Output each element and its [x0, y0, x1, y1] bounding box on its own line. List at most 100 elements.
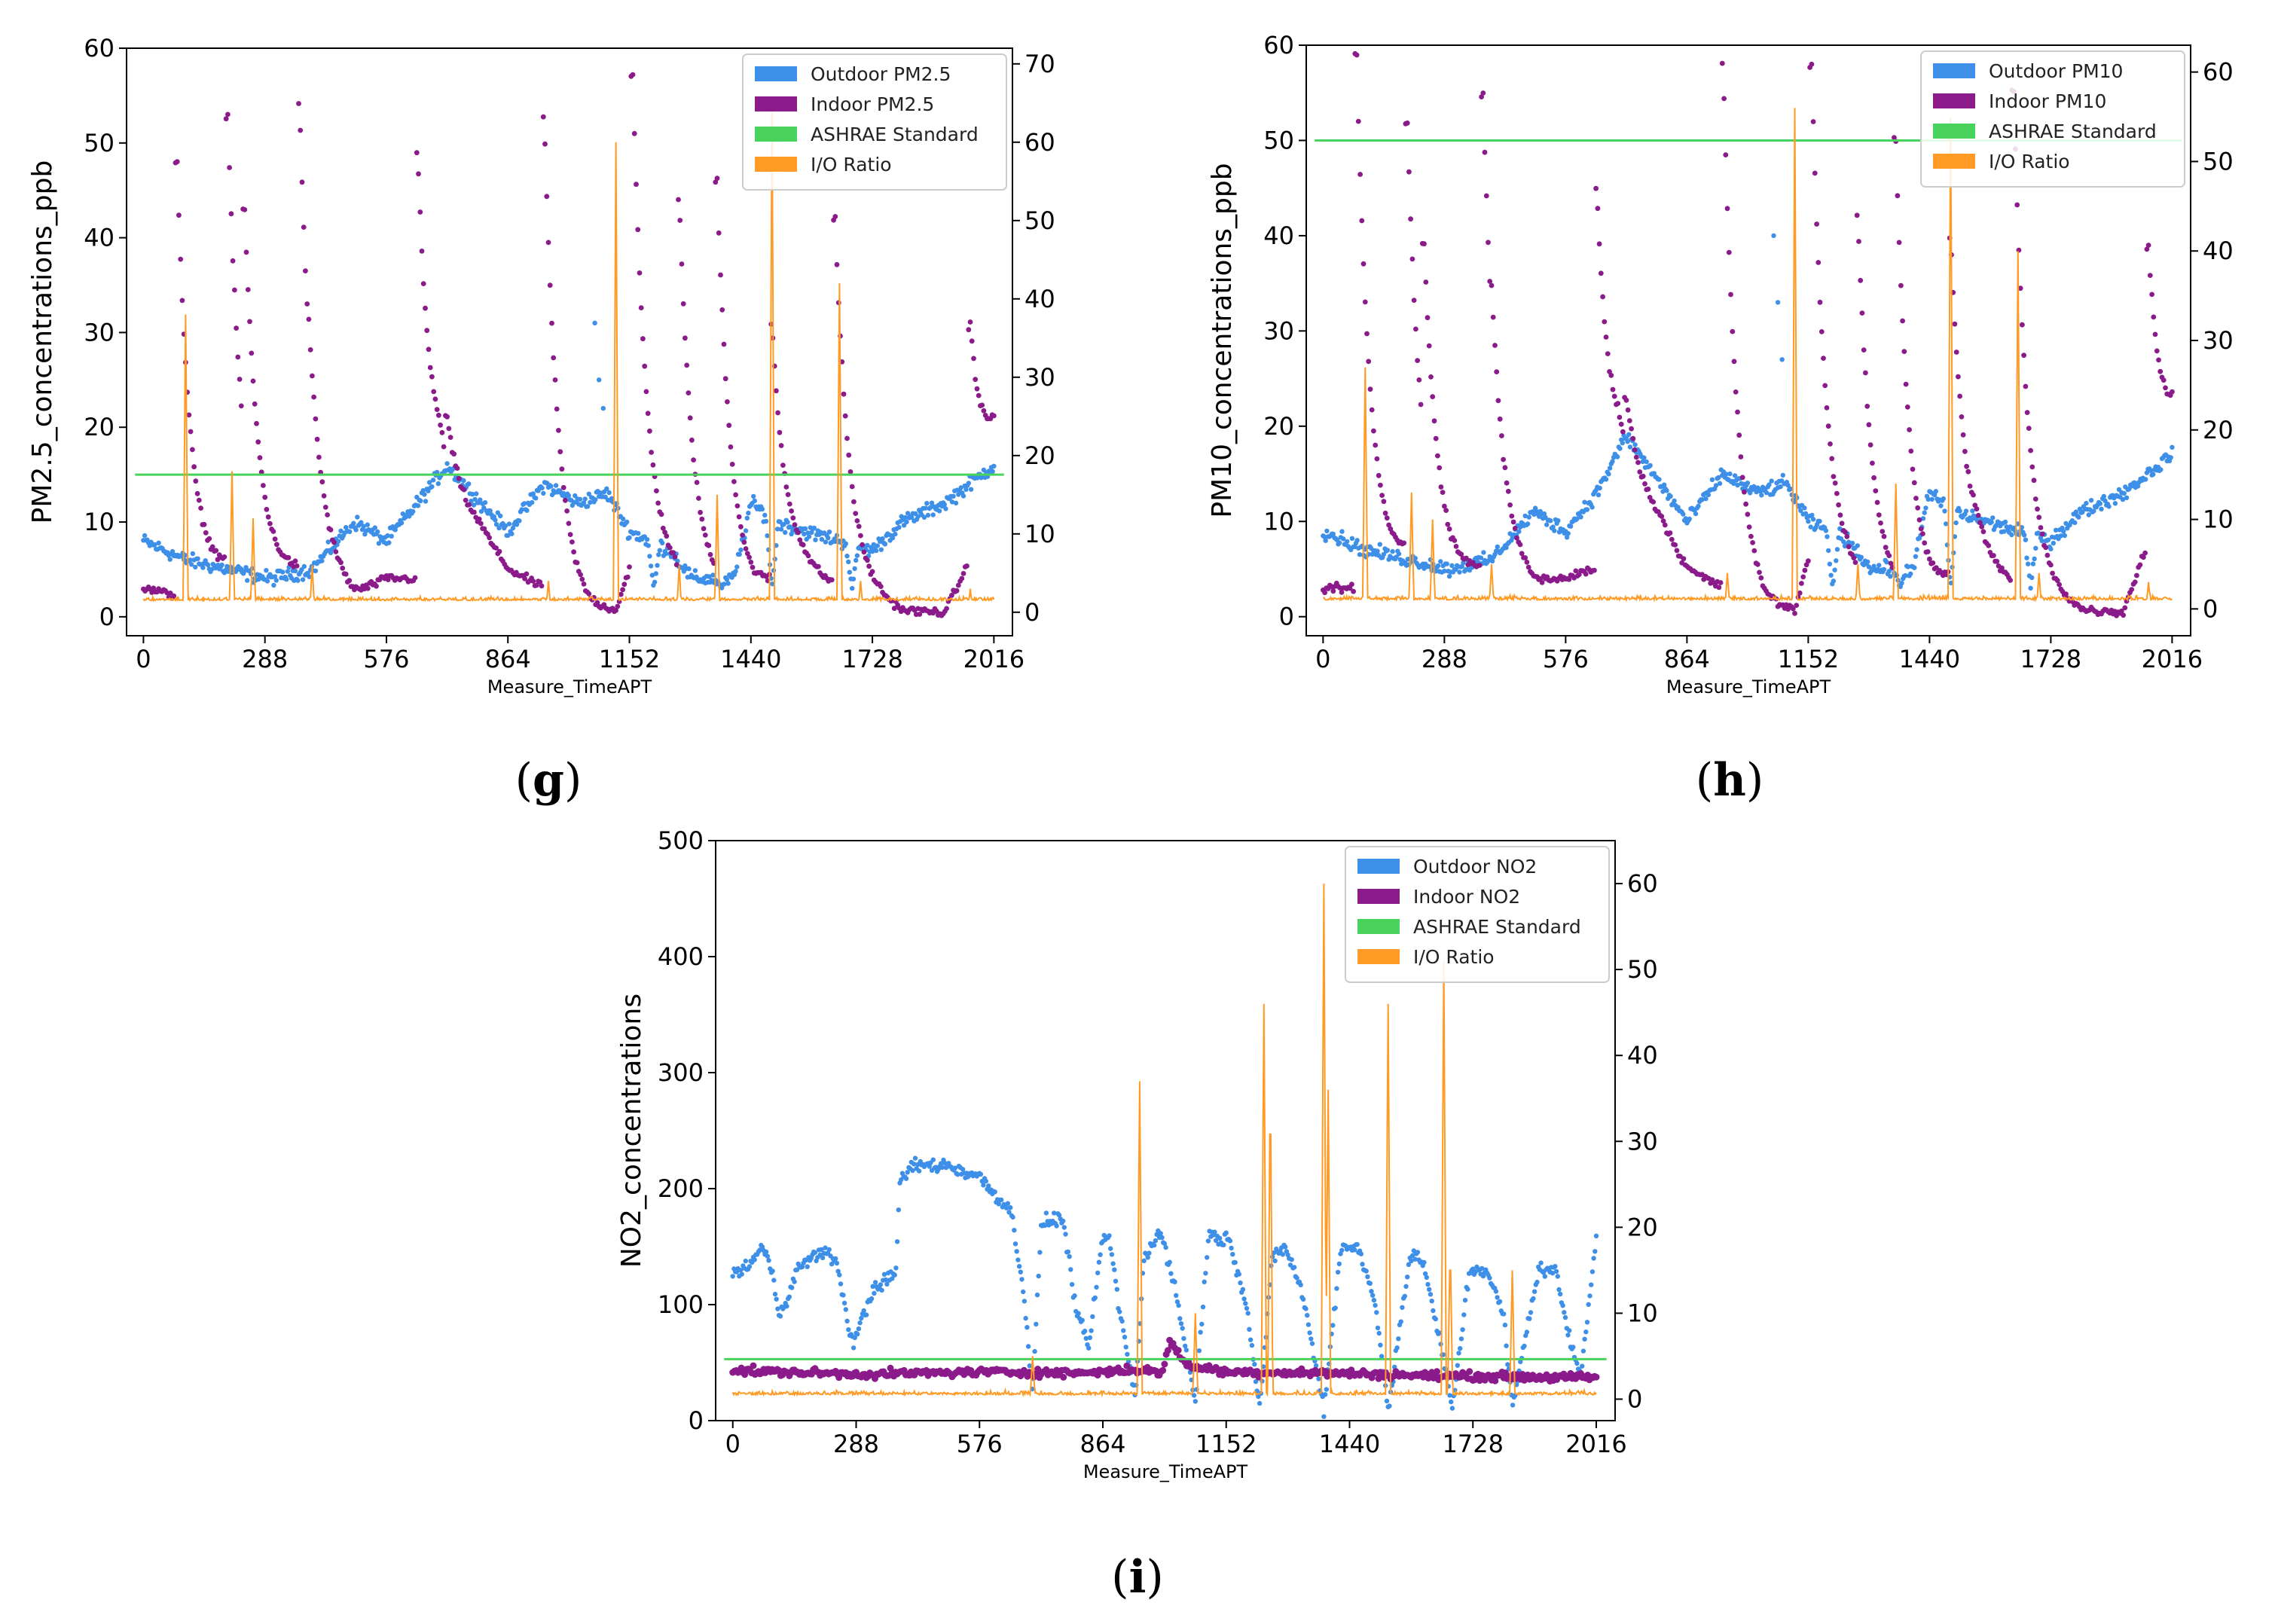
indoor-point [1384, 515, 1390, 521]
outdoor-point [319, 558, 325, 563]
indoor-point [1123, 1362, 1131, 1369]
outdoor-point [999, 1197, 1004, 1203]
indoor-point [786, 501, 792, 507]
outdoor-point [1603, 477, 1609, 482]
indoor-point [209, 544, 215, 550]
indoor-point [1870, 460, 1875, 466]
indoor-point [1378, 482, 1383, 488]
indoor-point [1354, 52, 1360, 58]
indoor-point [1640, 473, 1646, 479]
legend-swatch-ratio [1933, 154, 1975, 169]
indoor-point [2154, 348, 2160, 354]
indoor-point [1625, 407, 1631, 413]
outdoor-point [1771, 233, 1776, 239]
indoor-point [725, 399, 730, 404]
outdoor-point [1553, 1268, 1559, 1274]
y2-tick-label: 20 [2203, 416, 2234, 444]
outdoor-point [389, 533, 394, 539]
outdoor-point [1324, 528, 1330, 534]
indoor-point [1626, 418, 1632, 423]
outdoor-point [1825, 534, 1830, 539]
x-tick-label: 1440 [1899, 645, 1960, 673]
indoor-point [699, 516, 705, 522]
outdoor-point [1620, 440, 1625, 446]
outdoor-point [2168, 455, 2173, 460]
outdoor-point [1363, 1268, 1369, 1274]
outdoor-point [843, 541, 849, 546]
indoor-point [1814, 221, 1820, 227]
outdoor-point [1446, 573, 1452, 579]
outdoor-point [1316, 1376, 1321, 1381]
outdoor-point [495, 510, 500, 515]
indoor-point [439, 429, 445, 435]
outdoor-point [1444, 561, 1449, 566]
indoor-point [574, 560, 580, 566]
outdoor-point [1596, 492, 1602, 498]
indoor-point [296, 101, 301, 106]
outdoor-point [852, 1335, 858, 1341]
outdoor-point [1968, 517, 1974, 523]
indoor-point [311, 394, 316, 400]
outdoor-point [193, 564, 198, 570]
indoor-point [237, 377, 243, 382]
x-tick-label: 0 [136, 645, 151, 673]
outdoor-point [1495, 544, 1501, 550]
indoor-point [265, 514, 271, 520]
outdoor-point [1657, 477, 1662, 482]
outdoor-point [1010, 1214, 1015, 1220]
indoor-point [272, 536, 278, 542]
outdoor-point [200, 565, 206, 570]
indoor-point [1446, 526, 1452, 532]
outdoor-point [786, 1294, 792, 1299]
indoor-point [539, 583, 545, 589]
outdoor-point [1365, 1274, 1370, 1280]
outdoor-point [1112, 1267, 1117, 1272]
outdoor-point [1158, 1231, 1163, 1236]
outdoor-point [530, 491, 536, 496]
outdoor-point [284, 577, 289, 582]
outdoor-point [2026, 561, 2031, 566]
indoor-point [257, 455, 263, 460]
outdoor-point [313, 568, 319, 574]
outdoor-point [892, 1272, 897, 1278]
outdoor-point [1531, 1289, 1538, 1294]
indoor-point [1815, 260, 1822, 265]
caption-h: (h) [1696, 754, 1764, 807]
outdoor-point [1089, 1328, 1094, 1333]
indoor-point [1480, 90, 1486, 96]
outdoor-point [1717, 481, 1723, 486]
outdoor-point [1178, 1321, 1184, 1326]
indoor-point [1790, 606, 1796, 612]
x-tick-label: 864 [1079, 1430, 1125, 1458]
indoor-point [1965, 469, 1971, 475]
outdoor-point [2086, 512, 2091, 517]
outdoor-point [423, 499, 429, 504]
outdoor-point [930, 1157, 936, 1162]
outdoor-point [765, 533, 770, 539]
indoor-point [1991, 553, 1996, 558]
outdoor-point [1431, 1308, 1436, 1314]
x-tick-label: 1440 [1319, 1430, 1380, 1458]
outdoor-point [904, 519, 909, 525]
indoor-point [1880, 529, 1886, 534]
indoor-point [1851, 555, 1857, 560]
outdoor-point [1369, 1289, 1374, 1294]
indoor-point [1994, 558, 2000, 564]
outdoor-point [1504, 1343, 1509, 1348]
indoor-point [1736, 432, 1742, 438]
outdoor-point [1337, 540, 1342, 545]
outdoor-point [1582, 1336, 1587, 1342]
indoor-point [262, 494, 268, 500]
outdoor-point [2124, 495, 2130, 500]
outdoor-point [648, 563, 654, 569]
outdoor-point [1202, 1279, 1207, 1285]
outdoor-point [1412, 1256, 1418, 1262]
indoor-point [706, 542, 712, 548]
indoor-point [1404, 120, 1410, 126]
indoor-point [676, 197, 681, 203]
indoor-point [1911, 480, 1917, 486]
indoor-point [1873, 488, 1879, 493]
outdoor-point [1957, 508, 1962, 514]
outdoor-point [509, 531, 515, 536]
indoor-point [635, 227, 641, 233]
